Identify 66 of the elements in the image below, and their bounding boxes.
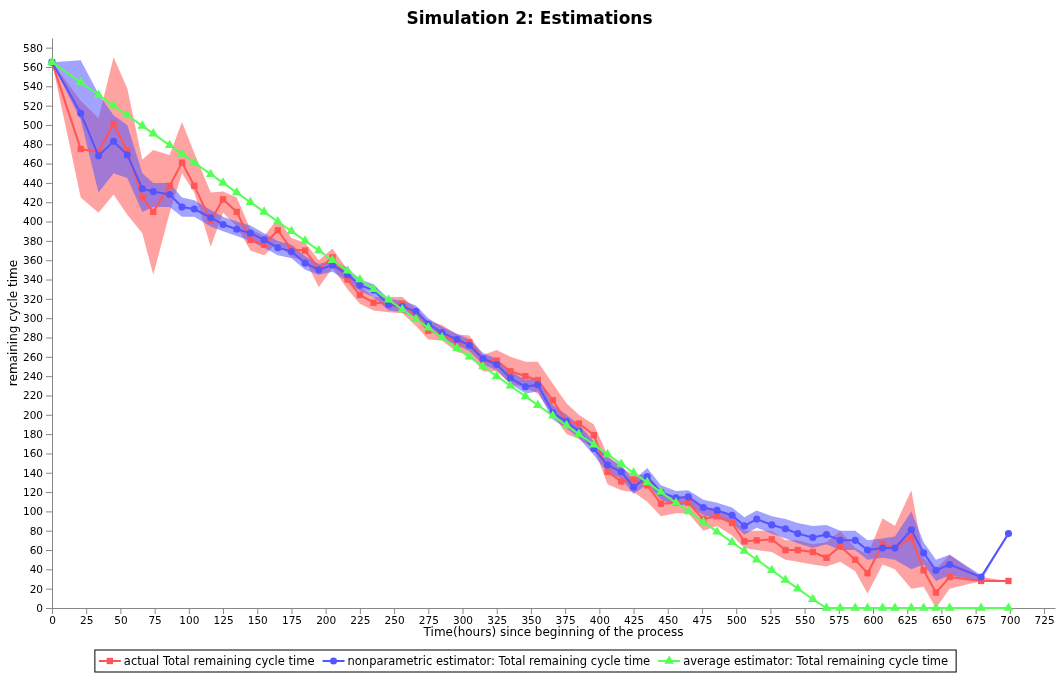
x-tick-label: 75 bbox=[148, 614, 162, 627]
y-tick-label: 160 bbox=[22, 447, 43, 460]
x-tick-label: 0 bbox=[49, 614, 56, 627]
x-tick-label: 625 bbox=[897, 614, 918, 627]
x-tick-label: 250 bbox=[384, 614, 405, 627]
x-tick-label: 550 bbox=[795, 614, 816, 627]
y-axis-title: remaining cycle time bbox=[6, 259, 20, 387]
y-tick-label: 480 bbox=[22, 138, 43, 151]
x-tick-label: 350 bbox=[521, 614, 542, 627]
x-tick-label: 125 bbox=[213, 614, 234, 627]
y-tick-label: 540 bbox=[22, 80, 43, 93]
y-tick-label: 320 bbox=[22, 292, 43, 305]
x-tick-label: 675 bbox=[966, 614, 987, 627]
y-tick-label: 20 bbox=[29, 582, 43, 595]
x-tick-label: 300 bbox=[452, 614, 474, 627]
y-tick-label: 100 bbox=[22, 505, 43, 518]
x-axis-title: Time(hours) since beginning of the process bbox=[422, 625, 684, 639]
y-tick-label: 60 bbox=[29, 543, 43, 556]
x-tick-label: 500 bbox=[726, 614, 747, 627]
y-tick-label: 220 bbox=[22, 389, 43, 402]
y-tick-label: 140 bbox=[22, 466, 43, 479]
y-tick-label: 120 bbox=[22, 485, 43, 498]
x-tick-label: 600 bbox=[863, 614, 884, 627]
x-tick-label: 200 bbox=[316, 614, 337, 627]
x-tick-label: 450 bbox=[658, 614, 679, 627]
y-tick-label: 0 bbox=[36, 601, 43, 614]
y-tick-label: 180 bbox=[22, 427, 43, 440]
y-tick-label: 440 bbox=[22, 176, 43, 189]
y-tick-label: 80 bbox=[29, 524, 43, 537]
y-tick-label: 360 bbox=[22, 254, 43, 267]
x-tick-label: 375 bbox=[555, 614, 576, 627]
x-tick-label: 650 bbox=[931, 614, 952, 627]
x-tick-label: 225 bbox=[350, 614, 371, 627]
y-tick-label: 300 bbox=[22, 312, 43, 325]
legend-label: nonparametric estimator: Total remaining cycle time bbox=[347, 654, 651, 668]
y-tick-label: 400 bbox=[22, 215, 43, 228]
x-tick-label: 50 bbox=[114, 614, 128, 627]
x-tick-label: 175 bbox=[281, 614, 302, 627]
y-tick-label: 520 bbox=[22, 99, 43, 112]
x-tick-label: 725 bbox=[1034, 614, 1055, 627]
legend-label: average estimator: Total remaining cycle time bbox=[683, 654, 949, 668]
chart-title: Simulation 2: Estimations bbox=[406, 8, 653, 28]
x-tick-label: 325 bbox=[487, 614, 508, 627]
y-tick-label: 200 bbox=[22, 408, 43, 421]
x-tick-label: 700 bbox=[1000, 614, 1021, 627]
y-tick-label: 420 bbox=[22, 196, 43, 209]
x-tick-label: 25 bbox=[80, 614, 94, 627]
y-tick-label: 380 bbox=[22, 234, 43, 247]
y-tick-label: 240 bbox=[22, 370, 43, 382]
y-tick-label: 460 bbox=[22, 157, 43, 170]
x-tick-label: 400 bbox=[589, 614, 610, 627]
y-tick-label: 260 bbox=[22, 350, 43, 363]
y-tick-label: 500 bbox=[22, 118, 43, 131]
x-tick-label: 475 bbox=[692, 614, 713, 627]
y-tick-label: 40 bbox=[29, 563, 43, 576]
x-tick-label: 100 bbox=[179, 614, 200, 627]
y-tick-label: 580 bbox=[22, 41, 43, 54]
x-tick-label: 150 bbox=[247, 614, 268, 627]
x-tick-label: 575 bbox=[829, 614, 850, 627]
x-tick-label: 275 bbox=[418, 614, 439, 627]
y-tick-label: 280 bbox=[22, 331, 43, 344]
y-tick-label: 340 bbox=[22, 273, 43, 286]
legend-label: actual Total remaining cycle time bbox=[123, 654, 315, 668]
y-tick-label: 560 bbox=[22, 60, 43, 73]
x-tick-label: 425 bbox=[624, 614, 645, 627]
x-tick-label: 525 bbox=[760, 614, 781, 627]
